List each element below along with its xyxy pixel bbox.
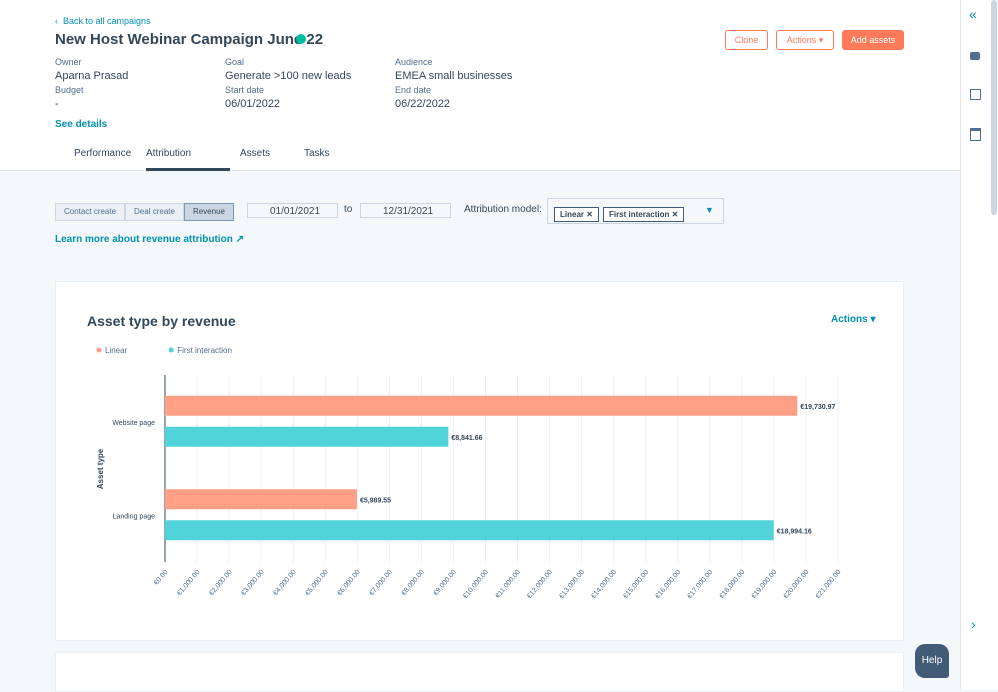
model-chip[interactable]: Linear ✕ [554, 207, 599, 222]
detail-value: EMEA small businesses [395, 70, 513, 82]
x-tick-label: €16,000.00 [654, 569, 682, 600]
end-date-field[interactable]: 12/31/2021 [360, 203, 451, 218]
chat-icon[interactable] [970, 52, 980, 60]
bar [165, 520, 774, 541]
x-tick-label: €15,000.00 [622, 569, 650, 600]
active-tab-underline [146, 168, 230, 171]
toggle-option[interactable]: Contact create [55, 203, 126, 221]
tab[interactable]: Attribution [146, 148, 192, 159]
detail-label: Goal [225, 57, 245, 67]
status-dot [296, 34, 306, 44]
x-tick-label: €7,000.00 [368, 569, 393, 597]
collapse-icon[interactable]: « [969, 6, 977, 22]
x-tick-label: €6,000.00 [336, 569, 361, 597]
campaign-title: New Host Webinar Campaign June 22 [55, 31, 324, 48]
x-tick-label: €20,000.00 [783, 569, 811, 600]
legend-label: First interaction [177, 346, 232, 355]
actions-text[interactable]: Actions [786, 35, 817, 45]
tab[interactable]: Tasks [304, 148, 330, 159]
chart-actions[interactable]: Actions ▾ [831, 314, 876, 325]
detail-label: Start date [225, 85, 265, 95]
detail-value: Aparna Prasad [55, 70, 129, 82]
tab[interactable]: Performance [74, 148, 132, 159]
start-date-field[interactable]: 01/01/2021 [247, 203, 338, 218]
metric-toggle: Contact create Deal create Revenue [55, 203, 234, 221]
detail-value: 06/01/2022 [225, 98, 281, 110]
actions-button[interactable]: Actions ▾ [776, 30, 834, 50]
x-tick-label: €10,000.00 [462, 569, 490, 600]
clone-button[interactable]: Clone [725, 30, 768, 50]
detail-value: 06/22/2022 [395, 98, 451, 110]
toggle-option[interactable]: Deal create [125, 203, 184, 221]
model-caret[interactable]: ▼ [705, 205, 714, 215]
legend-dot [168, 347, 174, 353]
x-tick-label: €12,000.00 [526, 569, 554, 600]
model-select[interactable]: Linear ✕ First interaction ✕ [547, 198, 724, 224]
window-icon[interactable] [970, 89, 981, 100]
detail-value: - [55, 98, 59, 110]
x-tick-label: €2,000.00 [208, 569, 233, 597]
model-name[interactable]: First interaction [608, 210, 670, 219]
expand-icon[interactable]: › [971, 616, 976, 632]
model-label: Attribution model: [464, 204, 542, 215]
chart-actions-text[interactable]: Actions [831, 314, 868, 325]
chart-title: Asset type by revenue [87, 313, 236, 329]
back-link-text[interactable]: Back to all campaigns [63, 16, 151, 26]
bar [165, 489, 357, 510]
x-tick-label: €9,000.00 [433, 569, 458, 597]
calendar-icon[interactable] [970, 128, 981, 141]
add-assets-button[interactable]: Add assets [842, 30, 904, 50]
to-label: to [344, 204, 353, 215]
learn-more-text[interactable]: Learn more about revenue attribution [55, 234, 233, 245]
x-tick-label: €14,000.00 [590, 569, 618, 600]
x-tick-label: €18,000.00 [718, 569, 746, 600]
model-name[interactable]: Linear [560, 210, 585, 219]
tab[interactable]: Assets [240, 148, 271, 159]
back-link[interactable]: ‹ Back to all campaigns [55, 16, 151, 26]
value-label: €18,994.16 [777, 528, 812, 535]
scrollbar[interactable] [991, 0, 997, 215]
detail-label: Budget [55, 85, 84, 95]
x-tick-label: €1,000.00 [176, 569, 201, 597]
y-tick-label: Website page [112, 420, 155, 427]
x-tick-label: €4,000.00 [272, 569, 297, 597]
chart: Asset type by revenue Asset type €0.00 €1… [87, 313, 843, 600]
x-tick-label: €5,000.00 [304, 569, 329, 597]
start-date[interactable]: 01/01/2021 [270, 206, 321, 217]
x-tick-label: €8,000.00 [401, 569, 426, 597]
legend-label: Linear [105, 346, 128, 355]
value-label: €8,841.66 [451, 435, 482, 442]
x-tick-label: €3,000.00 [240, 569, 265, 597]
learn-more-link[interactable]: Learn more about revenue attribution ↗ [55, 234, 244, 245]
y-axis-label: Asset type [96, 448, 105, 489]
value-label: €19,730.97 [800, 404, 835, 411]
value-label: €5,989.55 [360, 497, 391, 504]
model-chip[interactable]: First interaction ✕ [602, 207, 685, 222]
x-tick-label: €0.00 [153, 569, 170, 587]
legend-dot [96, 347, 102, 353]
detail-value: Generate >100 new leads [225, 70, 352, 82]
header-panel [0, 0, 960, 171]
detail-label: End date [395, 85, 432, 95]
end-date[interactable]: 12/31/2021 [383, 206, 434, 217]
y-tick-label: Landing page [113, 513, 156, 520]
toggle-option[interactable]: Revenue [183, 203, 234, 221]
chart-card [55, 281, 904, 641]
x-tick-label: €13,000.00 [558, 569, 586, 600]
x-tick-label: €11,000.00 [495, 569, 523, 600]
detail-label: Audience [395, 57, 433, 67]
x-tick-label: €17,000.00 [686, 569, 714, 600]
help-button[interactable]: Help [915, 644, 949, 678]
bar [165, 426, 449, 447]
assets-card [55, 652, 904, 692]
bar [165, 395, 798, 416]
x-tick-label: €19,000.00 [751, 569, 779, 600]
detail-label: Owner [55, 57, 82, 67]
see-details-link[interactable]: See details [55, 119, 108, 130]
x-tick-label: €21,000.00 [815, 569, 843, 600]
sidebar: « › [960, 0, 998, 689]
